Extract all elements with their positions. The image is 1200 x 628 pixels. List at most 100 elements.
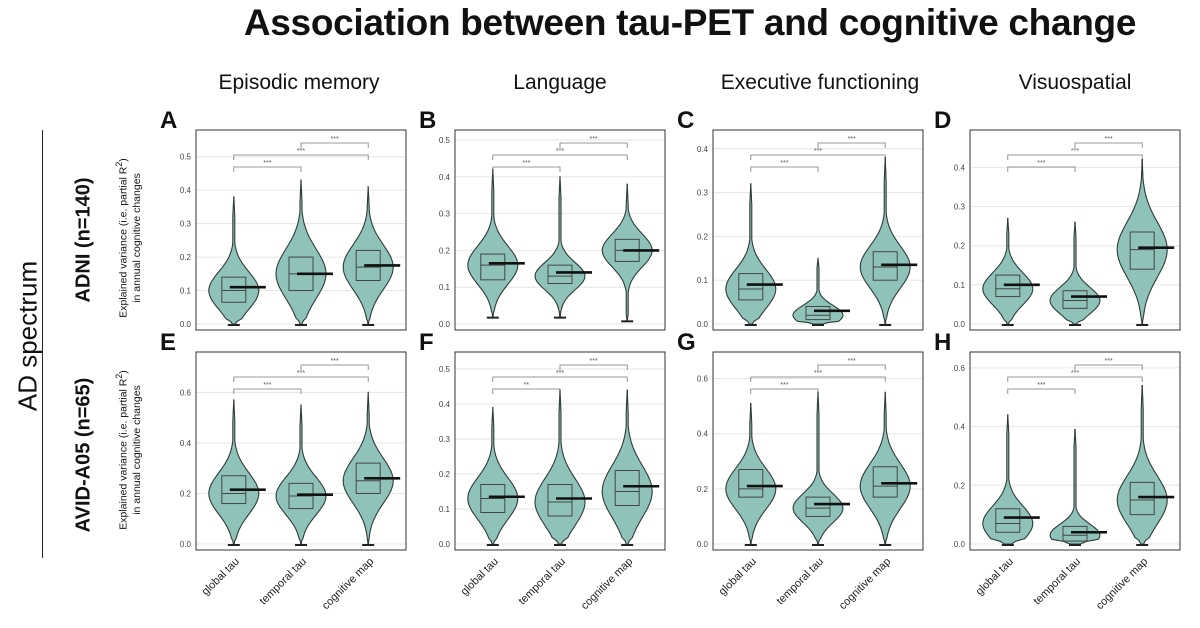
panel-f-box-cognitive-map xyxy=(614,470,640,506)
panel-f-xtick-label-global-tau: global tau xyxy=(459,556,501,598)
panel-c-letter: C xyxy=(677,107,694,134)
panel-c-frame xyxy=(712,129,924,331)
panel-d: D 0.0 0.1 0.2 0.3 0.4 *** *** *** xyxy=(934,107,1181,331)
panel-d-ytick-label: 0.3 xyxy=(954,203,966,212)
panel-e-frame xyxy=(195,351,407,551)
panel-h-violin-cognitive-map xyxy=(1116,384,1168,545)
column-header-episodic-memory: Episodic memory xyxy=(218,71,380,94)
panel-a-significance-bracket xyxy=(233,154,369,160)
panel-b-violin-global-tau xyxy=(467,168,519,318)
panel-a-violin-temporal-tau xyxy=(275,179,327,325)
panel-e-ytick-label: 0.2 xyxy=(180,489,192,498)
panel-c: C 0.0 0.1 0.2 0.3 0.4 *** *** *** xyxy=(677,107,924,331)
panel-b-ytick-label: 0.1 xyxy=(439,283,451,292)
panel-e-violin-cognitive-map xyxy=(342,391,394,545)
panel-a-letter: A xyxy=(160,107,177,134)
panel-b-ytick-label: 0.3 xyxy=(439,210,451,219)
panel-f-xtick-label-temporal-tau: temporal tau xyxy=(516,556,568,608)
panel-d-ytick-label: 0.4 xyxy=(954,163,966,172)
panel-h-xtick-label-global-tau: global tau xyxy=(974,556,1016,598)
panel-d-box-cognitive-map xyxy=(1129,231,1155,270)
panel-g-violin-global-tau xyxy=(725,402,777,545)
panel-b-box-global-tau xyxy=(480,253,506,281)
panel-g-xtick-label-cognitive-map: cognitive map xyxy=(837,556,893,612)
panel-d-violin-global-tau xyxy=(982,217,1034,325)
panel-h-letter: H xyxy=(934,329,951,356)
panel-g-ytick-label: 0.4 xyxy=(697,430,709,439)
panel-h-violin-temporal-tau xyxy=(1049,428,1101,545)
panel-f-significance-bracket xyxy=(492,376,628,382)
panel-c-ytick-label: 0.1 xyxy=(697,276,709,285)
panel-b-significance-label: *** xyxy=(590,136,598,143)
panel-b-significance-bracket xyxy=(492,166,561,172)
panel-c-significance-label: *** xyxy=(814,148,822,155)
panel-h-significance-label: *** xyxy=(1105,358,1113,365)
panel-a: A 0.0 0.1 0.2 0.3 0.4 0.5 *** *** *** xyxy=(160,107,407,331)
panel-f-significance-bracket xyxy=(559,364,628,370)
panel-c-significance-label: *** xyxy=(848,136,856,143)
panel-h-significance-bracket xyxy=(1007,388,1076,394)
panel-d-significance-bracket xyxy=(1074,142,1143,148)
panel-c-significance-bracket xyxy=(817,142,886,148)
panel-a-ytick-label: 0.4 xyxy=(180,186,192,195)
panel-e-xtick-label-cognitive-map: cognitive map xyxy=(320,556,376,612)
panel-a-ytick-label: 0.2 xyxy=(180,253,192,262)
panel-c-ytick-label: 0.3 xyxy=(697,189,709,198)
panel-h-box-cognitive-map xyxy=(1129,481,1155,516)
panel-h-box-global-tau xyxy=(995,508,1021,533)
panel-c-box-temporal-tau xyxy=(805,305,831,321)
panel-a-ytick-label: 0.3 xyxy=(180,220,192,229)
panel-g-significance-bracket xyxy=(750,376,886,382)
panel-d-ytick-label: 0.0 xyxy=(954,320,966,329)
column-header-executive-functioning: Executive functioning xyxy=(720,71,920,94)
panel-a-box-global-tau xyxy=(221,276,247,303)
figure-title: Association between tau-PET and cognitiv… xyxy=(243,2,1137,43)
panel-e-ytick-label: 0.4 xyxy=(180,439,192,448)
panel-c-significance-bracket xyxy=(750,154,886,160)
panel-g-xtick-label-temporal-tau: temporal tau xyxy=(774,556,826,608)
panel-h-xtick-label-cognitive-map: cognitive map xyxy=(1094,556,1150,612)
panel-e-ytick-label: 0.6 xyxy=(180,388,192,397)
panel-d-significance-label: *** xyxy=(1071,148,1079,155)
panel-a-significance-label: *** xyxy=(263,160,271,167)
panel-f-ytick-label: 0.1 xyxy=(439,505,451,514)
panel-f-ytick-label: 0.3 xyxy=(439,435,451,444)
panel-a-ytick-label: 0.0 xyxy=(180,320,192,329)
panel-d-ytick-label: 0.2 xyxy=(954,242,966,251)
panel-e-violin-temporal-tau xyxy=(275,404,327,545)
panel-b-significance-label: *** xyxy=(522,160,530,167)
panel-c-ytick-label: 0.2 xyxy=(697,232,709,241)
panel-e-xtick-label-temporal-tau: temporal tau xyxy=(257,556,309,608)
panel-e: E 0.0 0.2 0.4 0.6 *** *** *** global tau temporal… xyxy=(160,329,407,612)
panel-f-xtick-label-cognitive-map: cognitive map xyxy=(579,556,635,612)
panel-b-box-temporal-tau xyxy=(547,264,573,285)
panel-f-violin-global-tau xyxy=(467,406,519,545)
panel-c-box-global-tau xyxy=(738,273,764,301)
panel-g-violin-temporal-tau xyxy=(792,391,844,545)
panel-d-frame xyxy=(969,129,1181,331)
panel-b-ytick-label: 0.4 xyxy=(439,173,451,182)
panel-c-violin-global-tau xyxy=(725,183,777,325)
panel-e-letter: E xyxy=(160,329,176,356)
panel-b-violin-cognitive-map xyxy=(601,183,653,321)
panel-e-significance-bracket xyxy=(233,376,369,382)
column-header-visuospatial: Visuospatial xyxy=(1018,71,1132,94)
panel-d-significance-label: *** xyxy=(1037,160,1045,167)
panel-f-frame xyxy=(454,351,666,551)
panel-b-ytick-label: 0.2 xyxy=(439,246,451,255)
panel-f-ytick-label: 0.5 xyxy=(439,365,451,374)
panel-d-box-temporal-tau xyxy=(1062,290,1088,309)
panel-b: B 0.0 0.1 0.2 0.3 0.4 0.5 *** *** *** xyxy=(419,107,666,331)
panel-c-significance-label: *** xyxy=(780,160,788,167)
panel-a-significance-label: *** xyxy=(297,148,305,155)
panel-g-significance-label: *** xyxy=(814,370,822,377)
panel-f-box-temporal-tau xyxy=(547,484,573,517)
panel-g: G 0.0 0.2 0.4 0.6 *** *** *** global tau temporal… xyxy=(677,329,924,612)
panel-g-ytick-label: 0.2 xyxy=(697,485,709,494)
panel-b-violin-temporal-tau xyxy=(534,176,586,318)
panel-g-box-cognitive-map xyxy=(872,466,898,498)
panel-b-significance-bracket xyxy=(492,154,628,160)
panel-b-significance-bracket xyxy=(559,142,628,148)
panel-c-violin-cognitive-map xyxy=(859,156,911,325)
panel-d-violin-cognitive-map xyxy=(1116,159,1168,325)
